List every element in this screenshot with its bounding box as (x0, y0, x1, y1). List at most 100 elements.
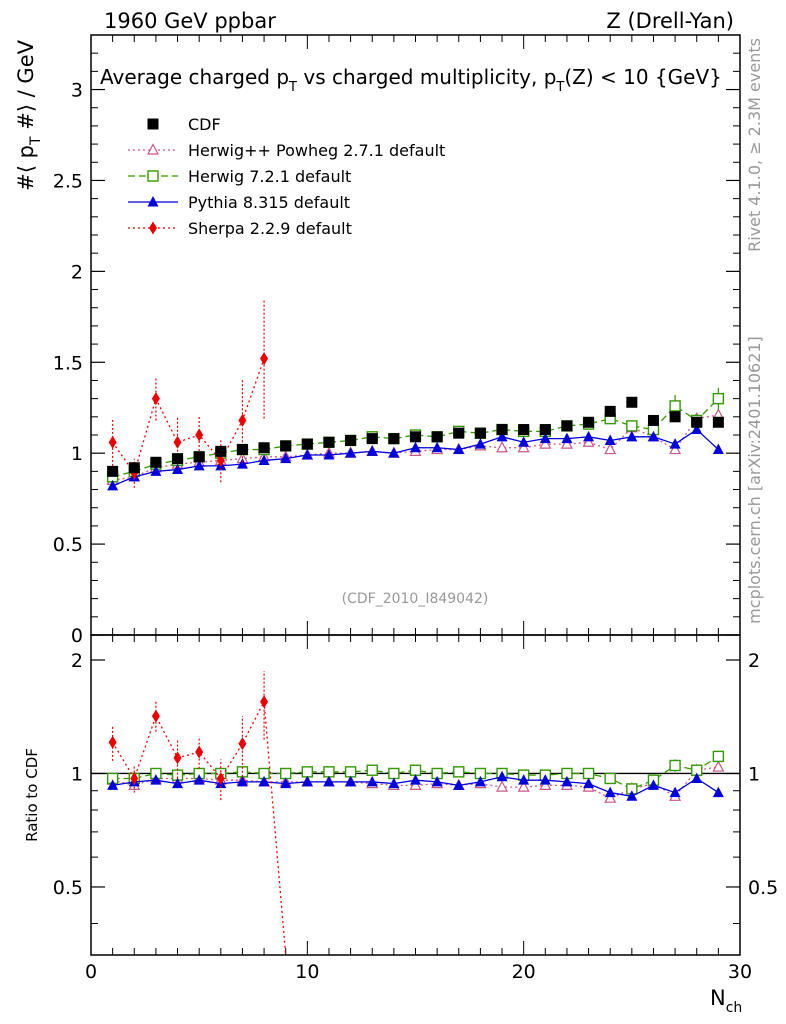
x-tick-label: 20 (512, 961, 536, 983)
point-data (691, 416, 703, 428)
ratio-point-pythia (474, 775, 486, 787)
ratio-x-ticks: 0 10 20 30 (85, 635, 752, 983)
legend-label: Sherpa 2.2.9 default (188, 219, 352, 238)
point-pythia (410, 441, 421, 453)
point-sherpa (260, 352, 269, 366)
point-herwig7 (712, 392, 725, 405)
point-data (561, 420, 573, 432)
ratio-point-herwig7 (604, 772, 616, 785)
point-pythia (583, 430, 595, 442)
legend-item-data: CDF (147, 115, 221, 134)
ratio-point-pythia (172, 777, 184, 789)
point-herwigpp (539, 437, 552, 449)
ratio-y-axis-label: Ratio to CDF (23, 748, 41, 842)
point-pythia (172, 463, 184, 475)
point-data (583, 416, 595, 428)
ratio-series (106, 671, 725, 956)
ratio-point-herwigpp (517, 780, 530, 792)
ratio-point-sherpa (130, 771, 139, 785)
main-x-ticks (90, 35, 741, 635)
point-pythia (669, 438, 681, 449)
ratio-point-pythia (410, 774, 421, 785)
legend-label: Herwig++ Powheg 2.7.1 default (188, 141, 445, 160)
y-tick-label: 2.5 (53, 170, 83, 192)
y-tick-label: 0.5 (53, 534, 83, 556)
point-data (323, 436, 335, 448)
ratio-panel: 0.5 0.5 1 1 2 2 0 10 20 30 Ratio to CDF (23, 634, 778, 983)
ratio-point-sherpa (151, 709, 160, 723)
point-data (431, 431, 443, 443)
y-tick-label: 3 (71, 80, 83, 102)
point-herwig7 (626, 420, 638, 432)
ratio-point-pythia (626, 790, 638, 801)
ratio-series-line (112, 755, 719, 790)
x-tick-label: 10 (295, 961, 319, 983)
point-pythia (691, 423, 703, 435)
ratio-point-herwig7 (669, 759, 681, 772)
ratio-point-herwig7 (582, 767, 595, 780)
point-data (453, 427, 465, 439)
point-pythia (323, 449, 335, 460)
main-panel: 0 0.5 1 1.5 2 2.5 3 Average charged pT vs char… (14, 34, 741, 647)
legend: CDF Herwig++ Powheg 2.7.1 default Herwig 7… (128, 115, 445, 238)
point-herwigpp (604, 442, 617, 455)
rivet-label: Rivet 4.1.0, ≥ 2.3M events (745, 38, 764, 252)
y-tick-label: 0 (71, 625, 83, 647)
point-pythia (474, 438, 486, 449)
y-tick-label: 1 (71, 443, 83, 465)
point-data (215, 445, 227, 457)
ratio-point-herwig7 (712, 750, 725, 763)
ratio-point-herwig7 (301, 766, 314, 778)
ratio-point-pythia (366, 775, 378, 787)
main-y-ticks: 0 0.5 1 1.5 2 2.5 3 (53, 52, 740, 647)
point-pythia (301, 449, 313, 460)
ratio-point-pythia (345, 775, 357, 787)
main-series (106, 298, 725, 491)
x-tick-label: 30 (728, 961, 752, 983)
point-data (193, 451, 205, 463)
ratio-point-pythia (647, 779, 659, 790)
point-data (604, 405, 616, 417)
point-data (518, 424, 530, 436)
ratio-point-sherpa (216, 771, 225, 785)
legend-item-herwigpp: Herwig++ Powheg 2.7.1 default (128, 141, 445, 160)
legend-marker (147, 118, 159, 130)
point-pythia (453, 443, 465, 455)
process-label: Z (Drell-Yan) (606, 9, 734, 33)
ratio-point-pythia (604, 786, 616, 798)
point-pythia (236, 458, 248, 469)
ratio-y-tick-label: 2 (71, 650, 83, 672)
series-data (107, 396, 724, 477)
legend-item-sherpa: Sherpa 2.2.9 default (128, 219, 352, 238)
point-data (410, 431, 421, 443)
legend-marker (147, 143, 159, 155)
series-line (112, 398, 719, 478)
ratio-point-pythia (301, 775, 313, 787)
ratio-point-pythia (236, 775, 248, 787)
point-data (258, 442, 270, 454)
analysis-watermark: (CDF_2010_I849042) (342, 591, 489, 607)
y-tick-label: 2 (71, 261, 83, 283)
ratio-point-herwig7 (453, 766, 465, 778)
point-data (647, 414, 659, 426)
ratio-point-pythia (107, 779, 119, 790)
point-herwig7 (669, 400, 681, 412)
ratio-point-pythia (323, 775, 335, 787)
ratio-point-herwig7 (323, 766, 335, 778)
point-pythia (388, 447, 400, 458)
ratio-point-pythia (193, 774, 205, 785)
ratio-point-sherpa (260, 695, 269, 709)
legend-marker (149, 221, 157, 235)
ratio-point-sherpa (238, 737, 247, 751)
point-sherpa (151, 392, 160, 406)
ratio-point-pythia (669, 786, 681, 798)
point-data (150, 456, 162, 468)
point-pythia (539, 432, 551, 444)
legend-label: Pythia 8.315 default (188, 193, 350, 212)
series-pythia (107, 423, 724, 491)
ratio-y-tick-label-right: 0.5 (748, 877, 778, 899)
ratio-point-herwig7 (388, 767, 400, 780)
point-data (388, 433, 400, 445)
point-data (172, 453, 184, 465)
